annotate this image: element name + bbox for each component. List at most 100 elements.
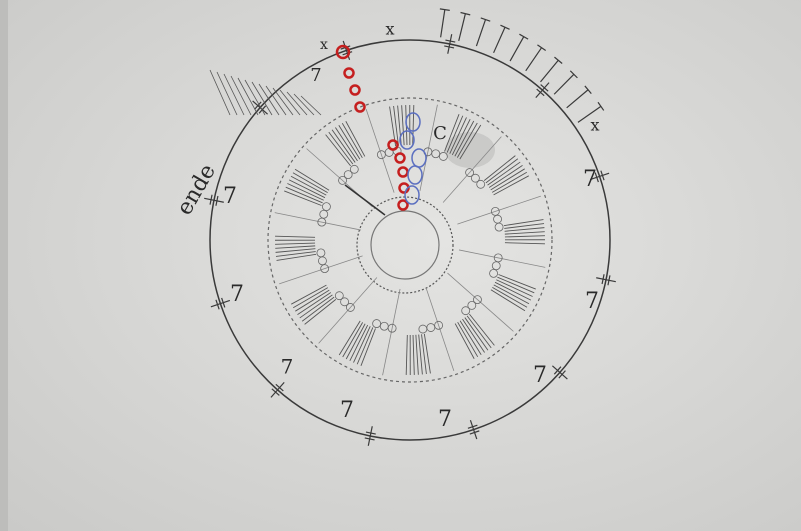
red-loop	[397, 166, 409, 178]
outer-circle	[209, 39, 611, 441]
chain-loop	[338, 176, 347, 185]
handwritten-label: 7	[533, 363, 547, 388]
cross-tick	[258, 105, 267, 114]
stitch	[459, 320, 482, 355]
chain-loop	[334, 291, 344, 301]
handwritten-label: 7	[310, 65, 321, 86]
stitch	[276, 253, 317, 261]
stitch	[421, 334, 427, 375]
paper-edge	[0, 0, 8, 531]
red-loop	[394, 152, 406, 164]
top-stitch-cap	[519, 33, 529, 40]
blue-loop	[405, 112, 421, 132]
stitch	[338, 320, 361, 356]
chain-loop	[489, 268, 498, 278]
chain-loop	[372, 319, 382, 328]
stitch	[504, 227, 545, 232]
fan-stitch	[251, 81, 273, 116]
fan-stitch	[216, 71, 238, 116]
stitch	[294, 168, 330, 191]
stitch	[299, 294, 333, 319]
red-loop	[387, 139, 399, 151]
fan-stitch	[300, 95, 322, 116]
stitch	[504, 242, 545, 245]
stitch	[287, 183, 324, 201]
stitch	[360, 328, 376, 366]
blue-loop	[399, 130, 415, 150]
handwritten-label: x	[320, 37, 328, 53]
fan-stitch	[258, 83, 280, 116]
cross-tick	[553, 366, 562, 375]
stitch	[469, 313, 495, 346]
outer-tick	[252, 100, 269, 115]
cross-tick	[467, 424, 478, 429]
stitch	[290, 175, 327, 196]
smudge	[445, 132, 495, 168]
stitch	[444, 114, 460, 152]
chain-loop	[316, 248, 326, 258]
top-stitch-cap	[554, 56, 563, 64]
outer-tick	[469, 419, 478, 440]
handwritten-label: 7	[223, 184, 237, 209]
cross-tick	[469, 430, 480, 435]
stitch	[418, 334, 423, 375]
handwritten-label: 7	[340, 398, 354, 423]
stitch	[275, 242, 316, 245]
outer-tick	[270, 381, 285, 398]
top-stitch	[525, 47, 543, 72]
outer-tick	[535, 82, 550, 99]
stitch	[483, 155, 516, 181]
chain-loop	[349, 164, 359, 174]
stitch	[423, 333, 431, 374]
red-loop	[335, 44, 351, 60]
stitch	[494, 281, 532, 301]
stitch	[338, 125, 361, 160]
stitch	[292, 287, 329, 309]
chain-loop	[346, 303, 355, 312]
chain-loop	[379, 321, 389, 331]
stitch	[492, 286, 528, 308]
top-stitch-cap	[480, 17, 491, 22]
chain-loop	[438, 152, 448, 161]
stitch	[353, 326, 371, 363]
stitch	[504, 235, 545, 238]
red-loop	[397, 199, 409, 211]
stitch	[498, 274, 536, 290]
stitch	[284, 190, 322, 206]
outer-tick	[367, 426, 373, 446]
top-stitch	[509, 36, 525, 62]
start-line	[344, 184, 386, 216]
fan-stitch	[223, 73, 245, 116]
stitch	[349, 324, 369, 362]
red-loop	[349, 84, 361, 96]
top-stitch-cap	[584, 85, 592, 94]
stitch	[487, 161, 521, 186]
stitch	[393, 105, 399, 146]
chain-loop	[431, 149, 441, 159]
fan-stitch	[244, 79, 266, 116]
stitch	[490, 168, 525, 191]
stitch	[295, 289, 330, 312]
stitch	[462, 318, 485, 353]
handwritten-label: 7	[281, 355, 294, 379]
stitch	[490, 289, 526, 312]
stitch	[275, 251, 316, 257]
chain-loop	[319, 209, 329, 219]
chain-loop	[467, 301, 477, 310]
stitch	[342, 322, 364, 358]
blue-loop	[404, 185, 420, 205]
chain-loop	[465, 168, 474, 177]
cross-tick	[365, 431, 376, 435]
outer-tick	[342, 40, 351, 61]
fan-stitch	[237, 77, 259, 116]
chain-loop	[343, 170, 353, 179]
cross-tick	[600, 170, 605, 181]
stitch	[449, 117, 467, 154]
fan-stitch	[286, 91, 308, 116]
stitch	[412, 334, 415, 375]
cross-tick	[215, 299, 220, 310]
middle-ring	[267, 97, 553, 383]
handwritten-label: C	[433, 123, 447, 144]
